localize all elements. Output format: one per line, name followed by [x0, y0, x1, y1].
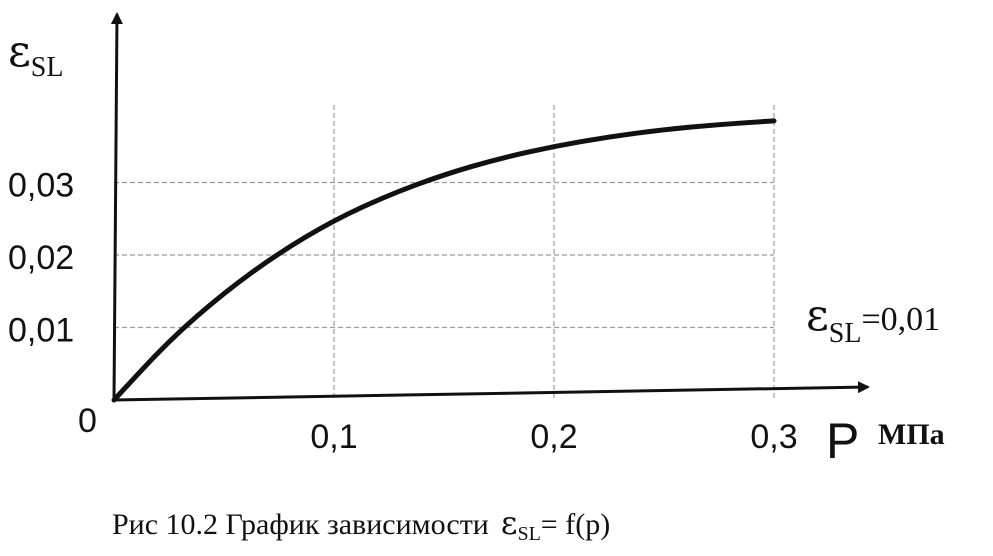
origin-label: 0: [78, 402, 97, 440]
y-tick-label: 0,03: [8, 167, 74, 205]
x-tick-label: 0,3: [750, 418, 797, 456]
x-tick-labels: 0,1 0,2 0,3: [310, 418, 797, 456]
y-tick-labels: 0,01 0,02 0,03: [8, 167, 74, 350]
curve-annotation: εSL=0,01: [806, 290, 940, 349]
figure-caption: Рис 10.2 График зависимости εSL= f(p): [112, 504, 610, 545]
y-tick-label: 0,02: [8, 239, 74, 277]
grid-lines: [114, 105, 775, 400]
x-tick-label: 0,1: [310, 418, 357, 456]
x-axis-unit: МПа: [878, 418, 945, 451]
y-axis-label: εSL: [8, 26, 63, 83]
x-tick-label: 0,2: [530, 418, 577, 456]
x-axis: [113, 381, 870, 402]
x-axis-label: P: [826, 413, 859, 469]
series-line: [111, 118, 777, 403]
y-axis: [110, 12, 123, 401]
y-tick-label: 0,01: [8, 312, 74, 350]
